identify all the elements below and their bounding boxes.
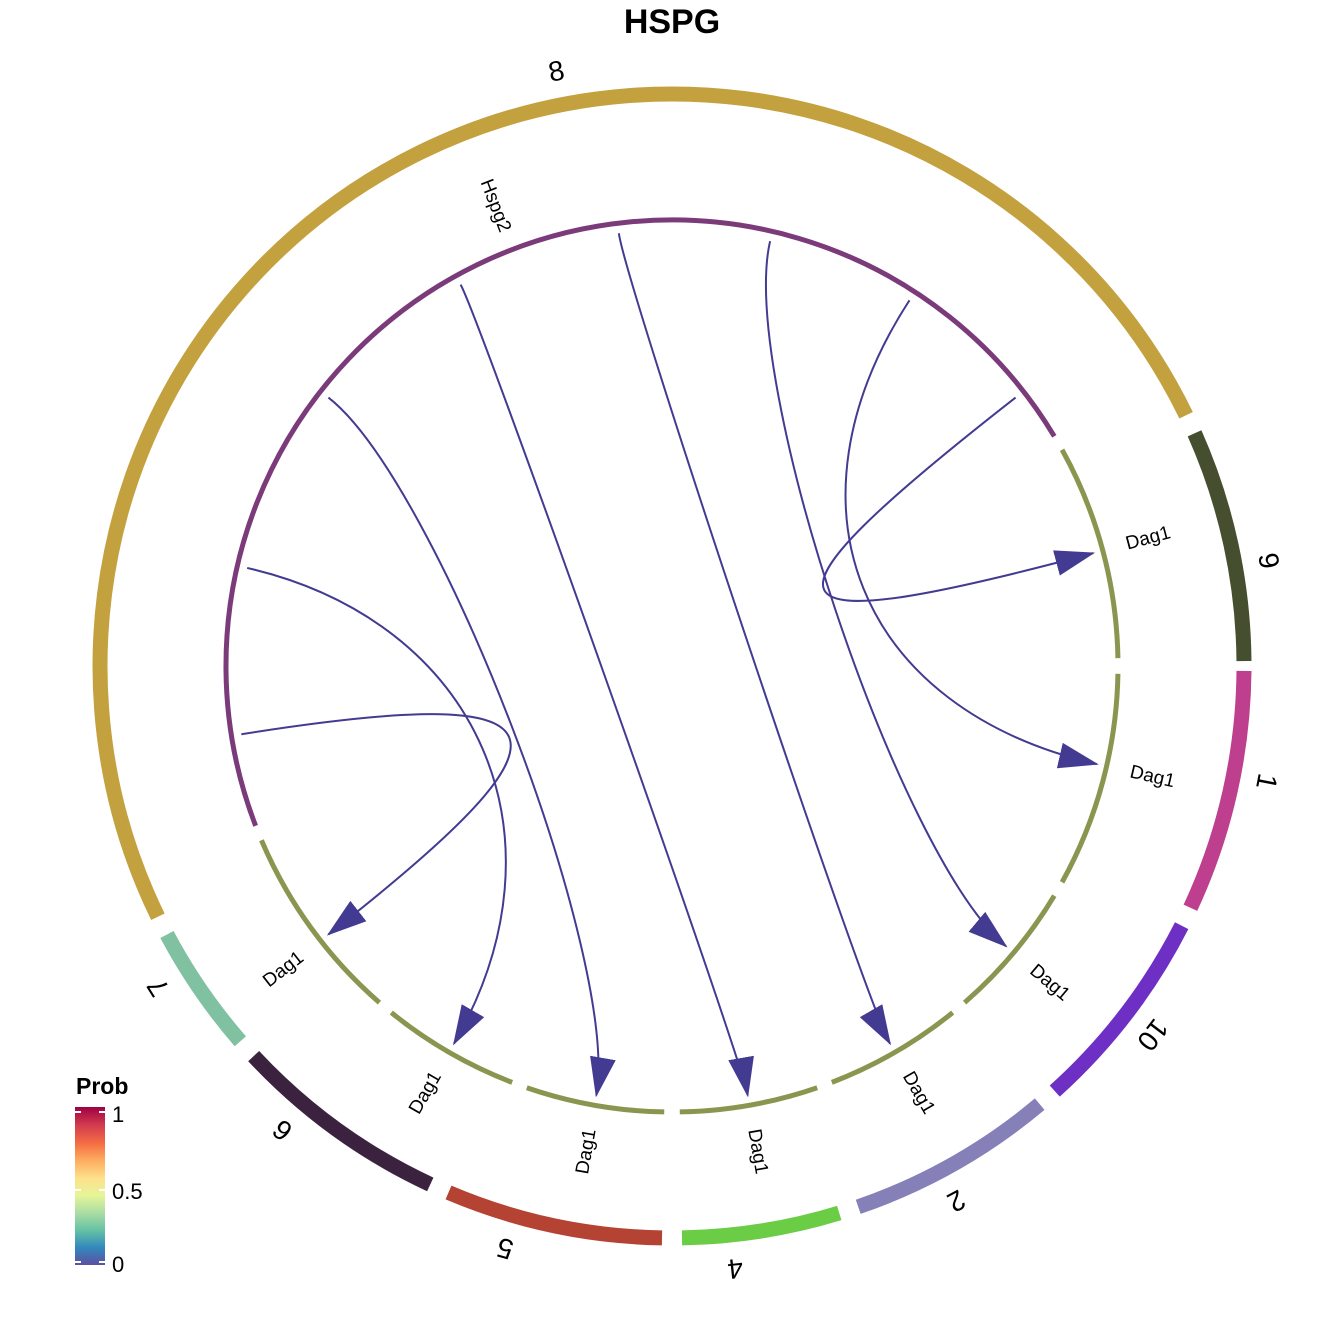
gene-label-target-4: Dag1	[898, 1068, 939, 1118]
cluster-label-1: 1	[1250, 771, 1283, 792]
gene-arc-t6	[389, 1010, 514, 1085]
gene-label-target-5: Dag1	[743, 1127, 772, 1175]
link-8-to-1	[844, 299, 1099, 769]
prob-legend: Prob 1 0.5 0	[75, 1073, 143, 1277]
chart-title: HSPG	[624, 3, 720, 41]
gene-arc-t10	[962, 894, 1057, 1005]
gene-label-target-6: Dag1	[572, 1127, 601, 1175]
link-8-to-7	[241, 713, 512, 936]
cluster-label-9: 9	[1252, 550, 1285, 571]
gene-arc-source	[223, 217, 1057, 827]
cluster-label-2: 2	[942, 1184, 970, 1219]
cluster-arc-2	[855, 1098, 1045, 1214]
link-8-to-4	[459, 284, 754, 1098]
legend-tick-0: 0	[112, 1252, 124, 1277]
gene-labels: Hspg2 Dag1 Dag1 Dag1 Dag1 Dag1 Dag1 Dag1 Dag1	[259, 176, 1177, 1175]
legend-title: Prob	[76, 1073, 128, 1099]
inner-gene-ring	[223, 217, 1121, 1115]
gene-label-target-8: Dag1	[259, 947, 308, 992]
gene-label-target-7: Dag1	[405, 1068, 446, 1118]
gene-label-target-3: Dag1	[1026, 960, 1074, 1005]
legend-tick-1: 1	[112, 1102, 124, 1127]
cluster-label-4: 4	[726, 1252, 745, 1284]
gene-label-target-2: Dag1	[1128, 762, 1177, 793]
legend-colorbar	[75, 1107, 105, 1265]
gene-label-source: Hspg2	[476, 176, 515, 235]
link-8-to-10	[765, 240, 1008, 948]
gene-arc-t5	[525, 1085, 665, 1115]
cluster-label-7: 7	[141, 972, 176, 1002]
gene-arc-t2	[830, 1010, 955, 1085]
cluster-arc-4	[681, 1205, 842, 1246]
link-8-to-6	[246, 566, 507, 1046]
link-8-to-9	[821, 396, 1096, 602]
gene-arc-t9	[1059, 448, 1121, 659]
cluster-arc-1	[1183, 670, 1252, 911]
cluster-arc-7	[160, 931, 246, 1047]
cluster-arc-9	[1187, 430, 1252, 662]
legend-tick-0-5: 0.5	[112, 1179, 143, 1204]
outer-cluster-ring	[92, 86, 1252, 1246]
gene-arc-t1	[1059, 673, 1121, 884]
cluster-label-5: 5	[493, 1231, 517, 1265]
legend-ticks	[75, 1111, 105, 1263]
cluster-arc-8	[92, 86, 1193, 921]
cluster-label-10: 10	[1131, 1013, 1175, 1057]
cluster-arc-5	[445, 1185, 663, 1246]
cluster-arc-6	[248, 1050, 434, 1192]
links	[241, 233, 1099, 1098]
cluster-arc-10	[1049, 922, 1189, 1097]
link-8-to-2	[617, 233, 891, 1046]
link-8-to-5	[327, 396, 616, 1098]
cluster-labels: 8 9 1 10 2 4 5 6 7	[141, 54, 1286, 1284]
gene-arc-t7	[259, 839, 382, 1005]
cluster-label-8: 8	[546, 54, 567, 87]
gene-label-target-1: Dag1	[1124, 522, 1173, 554]
cluster-label-6: 6	[267, 1113, 299, 1147]
gene-arc-t4	[679, 1085, 819, 1115]
